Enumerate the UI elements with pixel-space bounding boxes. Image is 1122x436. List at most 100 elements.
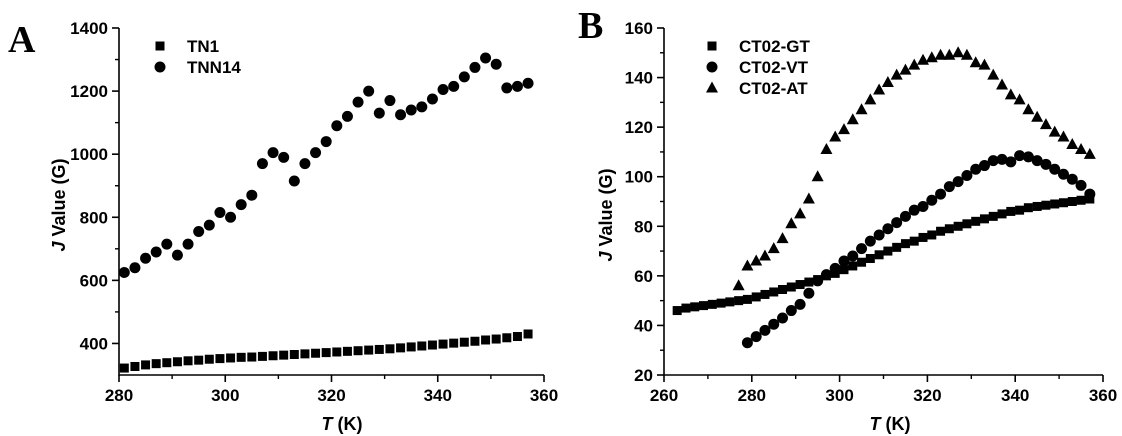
data-point	[802, 192, 815, 204]
data-point	[732, 279, 745, 291]
data-point	[1005, 156, 1017, 168]
data-point	[151, 359, 161, 369]
data-point	[1023, 203, 1033, 213]
data-point	[874, 250, 884, 260]
data-point	[1067, 197, 1077, 206]
data-point	[130, 361, 140, 371]
data-point	[961, 169, 973, 181]
data-point	[1004, 88, 1017, 100]
x-tick-label: 260	[650, 386, 678, 405]
y-tick-label: 20	[634, 366, 653, 385]
data-point	[794, 298, 806, 310]
data-point	[300, 349, 310, 359]
data-point	[364, 345, 374, 355]
data-point	[437, 84, 449, 96]
data-point	[829, 130, 842, 142]
y-tick-label: 1200	[70, 82, 108, 101]
y-tick-label: 800	[80, 208, 108, 227]
data-point	[511, 80, 523, 92]
data-point	[786, 282, 796, 292]
data-point	[742, 294, 752, 304]
data-point	[373, 107, 385, 119]
data-point	[1014, 150, 1026, 162]
y-axis-title-unit: Value (G)	[596, 168, 616, 251]
data-point	[438, 339, 448, 349]
series-ct02-at	[732, 46, 1096, 291]
data-point	[203, 219, 215, 231]
data-point	[864, 93, 877, 105]
data-point	[129, 262, 141, 274]
y-axis-title-symbol: J	[49, 241, 69, 252]
data-point	[944, 224, 954, 234]
data-point	[873, 229, 885, 241]
data-point	[804, 277, 814, 287]
data-point	[892, 242, 902, 252]
data-point	[890, 68, 903, 80]
data-point	[1006, 206, 1016, 216]
x-tick-label: 280	[738, 386, 766, 405]
data-point	[820, 142, 833, 154]
data-point	[741, 337, 753, 349]
legend-label: CT02-VT	[739, 58, 809, 77]
data-point	[1013, 93, 1026, 105]
data-point	[523, 329, 533, 339]
data-point	[1058, 198, 1068, 208]
data-point	[481, 335, 491, 345]
data-point	[406, 342, 416, 352]
data-point	[794, 207, 807, 219]
data-point	[812, 275, 824, 287]
data-point	[352, 96, 364, 108]
series-ct02-vt	[741, 150, 1096, 349]
data-point	[331, 120, 343, 132]
data-point	[342, 346, 352, 356]
x-axis-title-unit: (K)	[333, 414, 363, 434]
data-point	[1076, 195, 1086, 205]
data-point	[856, 243, 868, 255]
data-point	[522, 77, 534, 89]
x-tick-label: 300	[825, 386, 853, 405]
data-point	[917, 53, 930, 65]
data-point	[943, 48, 956, 60]
data-point	[855, 103, 868, 115]
chart-panel-a: A T (K) J Value (G) 280 300 320 340 360 400 60…	[8, 19, 558, 434]
data-point	[883, 246, 893, 256]
data-point	[778, 284, 788, 294]
x-tick-label: 300	[211, 386, 239, 405]
data-point	[935, 188, 947, 200]
data-point	[936, 226, 946, 236]
legend-marker	[706, 81, 718, 93]
data-point	[996, 78, 1009, 90]
data-point	[776, 232, 789, 244]
data-point	[758, 249, 771, 261]
data-point	[952, 176, 964, 188]
data-point	[1057, 168, 1069, 180]
data-point	[310, 147, 322, 159]
data-point	[1032, 201, 1042, 211]
data-point	[289, 349, 299, 359]
data-point	[311, 348, 321, 358]
data-point	[1050, 199, 1060, 209]
data-point	[865, 254, 875, 264]
data-point	[899, 63, 912, 75]
data-point	[193, 225, 205, 237]
data-point	[978, 160, 990, 172]
data-point	[769, 287, 779, 297]
data-point	[795, 280, 805, 290]
data-point	[857, 257, 867, 267]
data-point	[971, 216, 981, 226]
data-point	[690, 302, 700, 312]
x-axis-title-symbol: T	[322, 414, 335, 434]
panel-label: A	[8, 19, 36, 61]
data-point	[246, 189, 258, 201]
data-point	[1031, 155, 1043, 167]
data-point	[374, 344, 384, 354]
data-point	[1022, 151, 1034, 163]
legend-marker	[706, 61, 718, 73]
data-point	[750, 254, 763, 266]
axes-frame	[118, 28, 544, 376]
data-point	[837, 123, 850, 135]
data-point	[960, 48, 973, 60]
data-point	[279, 350, 289, 360]
data-point	[161, 238, 173, 250]
data-point	[469, 61, 481, 73]
